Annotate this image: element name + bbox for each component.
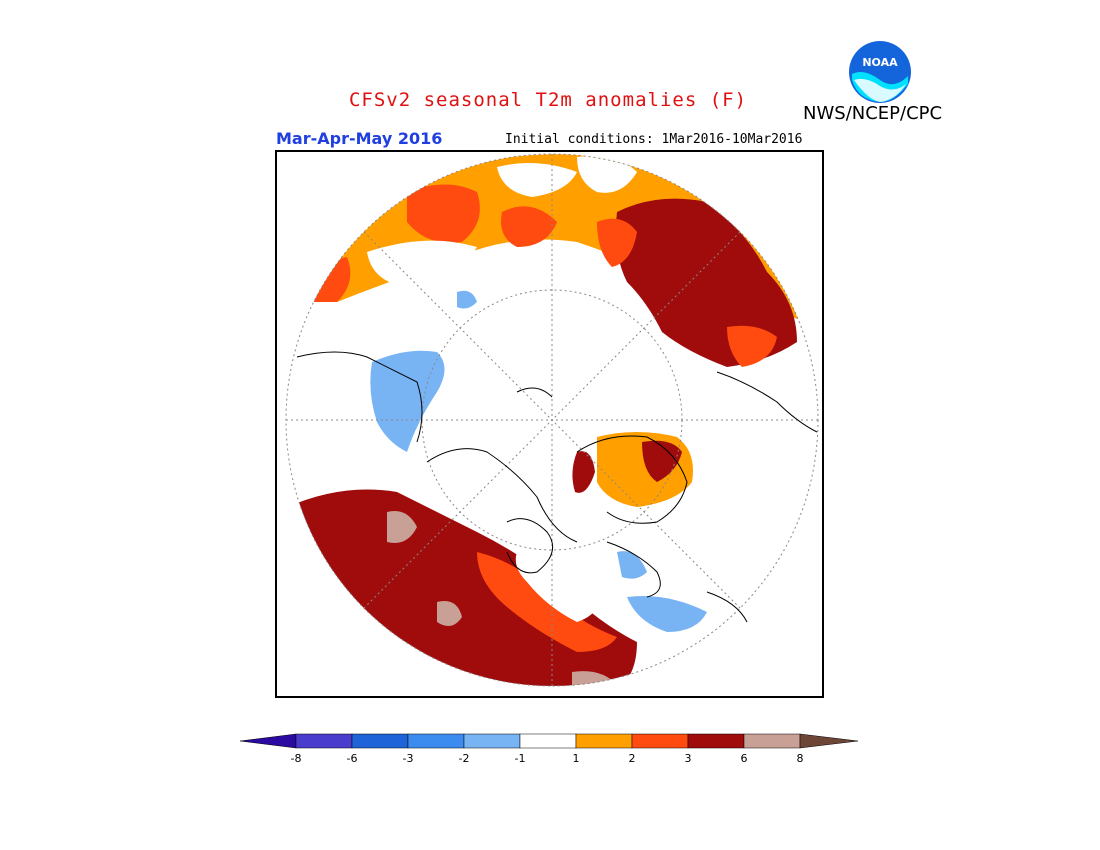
legend-color-box bbox=[519, 733, 577, 749]
initial-conditions-label: Initial conditions: 1Mar2016-10Mar2016 bbox=[505, 132, 803, 147]
graticule-meridians bbox=[286, 154, 818, 686]
region-white-india bbox=[577, 156, 637, 193]
region-blue-siberia bbox=[370, 350, 445, 452]
legend-color-box bbox=[463, 733, 521, 749]
map-frame bbox=[275, 150, 824, 698]
region-red-caspian bbox=[597, 218, 637, 267]
legend-color-box bbox=[687, 733, 745, 749]
legend-tick-label: 8 bbox=[796, 752, 804, 765]
color-legend bbox=[239, 733, 859, 749]
chart-title: CFSv2 seasonal T2m anomalies (F) bbox=[348, 89, 748, 111]
legend-color-box bbox=[743, 733, 801, 749]
region-darkred-greenland bbox=[642, 440, 682, 482]
legend-tick-label: 1 bbox=[572, 752, 580, 765]
region-white-sahara bbox=[497, 163, 577, 197]
region-white-hudson-bay bbox=[515, 552, 600, 622]
logo-text: NOAA bbox=[862, 56, 898, 69]
noaa-logo: NOAA bbox=[849, 41, 911, 103]
legend-color-box bbox=[631, 733, 689, 749]
region-red-scandinavia bbox=[727, 325, 777, 367]
legend-tick-label: 6 bbox=[740, 752, 748, 765]
region-white-central-asia bbox=[367, 240, 477, 287]
legend-tick-label: -3 bbox=[402, 752, 414, 765]
region-red-arabia bbox=[407, 184, 480, 243]
legend-tick-label: -6 bbox=[346, 752, 358, 765]
coastlines bbox=[296, 351, 818, 623]
region-tan-us-midwest bbox=[437, 601, 462, 626]
legend-arrow-low bbox=[239, 733, 297, 749]
legend-tick-label: 3 bbox=[684, 752, 692, 765]
legend-tick-label: -2 bbox=[458, 752, 470, 765]
region-blue-labrador bbox=[627, 596, 707, 632]
legend-color-box bbox=[575, 733, 633, 749]
anomaly-map bbox=[285, 153, 819, 687]
legend-arrow-high bbox=[799, 733, 859, 749]
region-darkred-europe bbox=[615, 198, 797, 367]
region-red-west-africa bbox=[297, 257, 351, 302]
region-red-east-africa bbox=[501, 206, 557, 247]
legend-color-box bbox=[351, 733, 409, 749]
legend-color-box bbox=[407, 733, 465, 749]
legend-tick-label: -8 bbox=[290, 752, 302, 765]
region-blue-baffin bbox=[617, 551, 647, 579]
legend-tick-label: 2 bbox=[628, 752, 636, 765]
season-label: Mar-Apr-May 2016 bbox=[276, 129, 443, 148]
agency-label: NWS/NCEP/CPC bbox=[803, 103, 943, 124]
legend-tick-label: -1 bbox=[514, 752, 526, 765]
region-blue-siberia-small bbox=[457, 290, 477, 309]
region-tan-western-canada bbox=[387, 511, 417, 543]
region-red-greenland-west bbox=[572, 451, 595, 493]
legend-color-box bbox=[295, 733, 353, 749]
